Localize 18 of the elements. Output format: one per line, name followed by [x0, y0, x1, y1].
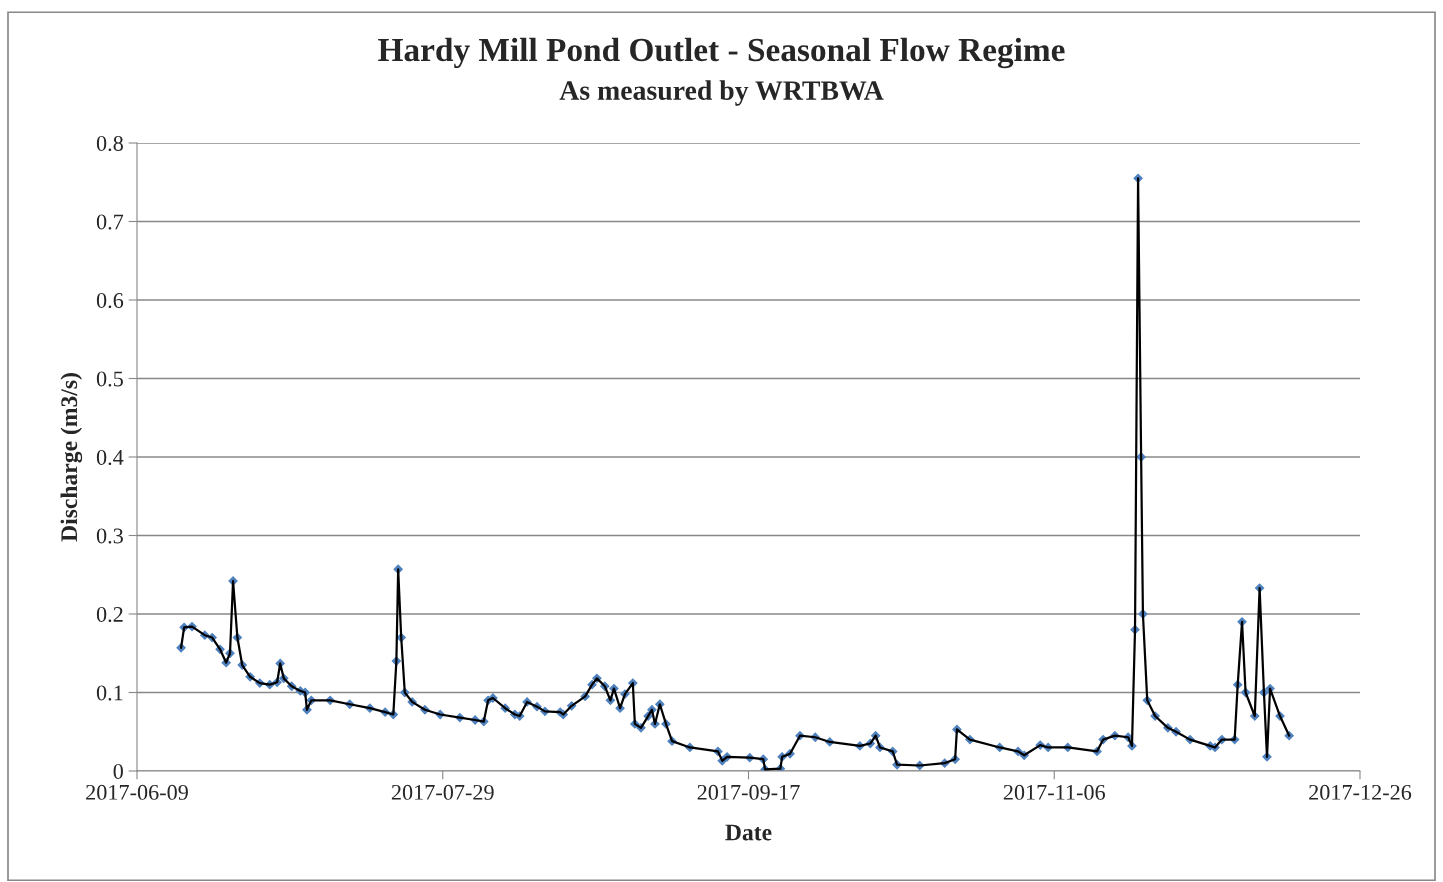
y-tick-label: 0.4: [96, 449, 124, 466]
x-axis-title: Date: [725, 824, 772, 841]
chart-subtitle: As measured by WRTBWA: [559, 80, 884, 106]
y-tick-label: 0.8: [96, 135, 123, 152]
y-tick-label: 0.1: [96, 685, 123, 701]
x-tick-label: 2017-07-29: [391, 784, 494, 800]
y-tick-label: 0.7: [96, 214, 124, 230]
y-tick-label: 0: [113, 763, 123, 779]
x-tick-label: 2017-06-09: [86, 784, 188, 800]
x-tick-label: 2017-11-06: [1003, 784, 1106, 800]
y-tick-label: 0.5: [96, 371, 123, 387]
y-tick-label: 0.3: [96, 528, 123, 544]
y-tick-label: 0.2: [96, 606, 123, 623]
y-tick-label: 0.6: [96, 292, 124, 309]
x-tick-label: 2017-12-26: [1309, 784, 1412, 800]
x-tick-label: 2017-09-17: [697, 784, 800, 800]
y-axis-title: Discharge (m3/s): [60, 373, 83, 542]
chart-title: Hardy Mill Pond Outlet - Seasonal Flow Regime: [378, 37, 1065, 69]
